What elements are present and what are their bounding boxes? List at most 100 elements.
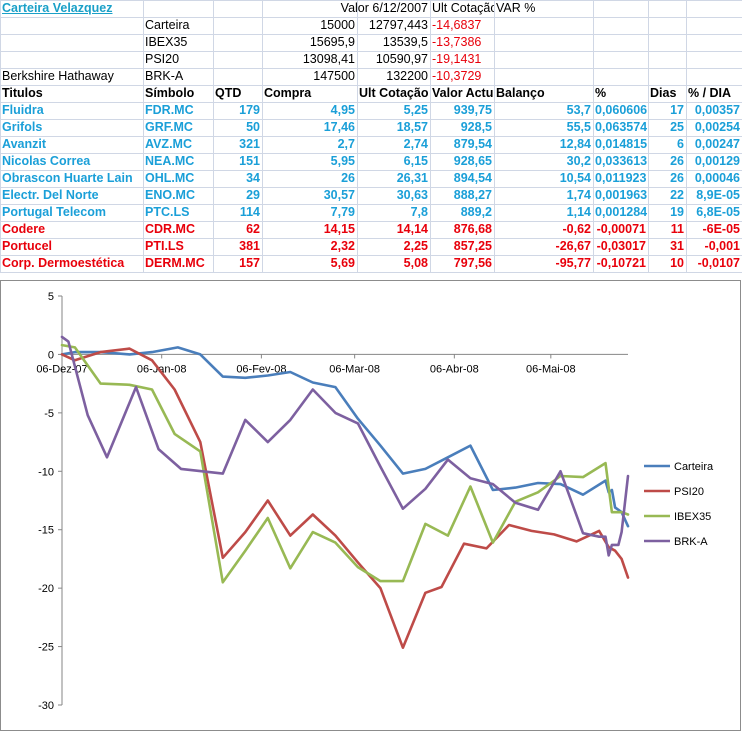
grid-line xyxy=(0,85,742,86)
stock-dias: 10 xyxy=(670,256,684,270)
stock-valor: 939,75 xyxy=(453,103,492,117)
series-line-brk-a xyxy=(60,335,630,557)
stock-compra: 2,32 xyxy=(330,239,355,253)
stock-symbol: PTI.LS xyxy=(145,239,184,253)
stock-dias: 26 xyxy=(670,154,684,168)
stock-pct-dia: 0,00129 xyxy=(694,154,740,168)
y-tick-label: -20 xyxy=(38,583,54,595)
stock-qtd: 157 xyxy=(239,256,260,270)
stock-valor: 879,54 xyxy=(453,137,492,151)
x-tick-label: 06-Mai-08 xyxy=(526,363,576,375)
stock-balanco: 1,74 xyxy=(566,188,591,202)
legend-label: PSI20 xyxy=(674,486,704,498)
portfolio-title-link[interactable]: Carteira Velazquez xyxy=(2,1,113,15)
stock-valor: 894,54 xyxy=(453,171,492,185)
grid-line xyxy=(0,153,742,154)
x-tick-label: 06-Fev-08 xyxy=(236,363,286,375)
column-header: Compra xyxy=(264,86,312,100)
x-tick-label: 06-Jan-08 xyxy=(137,363,187,375)
index-valor: 13098,41 xyxy=(302,52,355,66)
stock-symbol: GRF.MC xyxy=(145,120,193,134)
grid-line xyxy=(686,0,687,272)
stock-symbol: DERM.MC xyxy=(145,256,205,270)
y-tick-label: 0 xyxy=(48,349,54,361)
stock-pct: 0,014815 xyxy=(595,137,648,151)
stock-ult: 18,57 xyxy=(396,120,428,134)
stock-compra: 30,57 xyxy=(323,188,355,202)
stock-compra: 14,15 xyxy=(323,222,355,236)
stock-symbol: AVZ.MC xyxy=(145,137,192,151)
series-line-psi20 xyxy=(60,347,630,650)
stock-balanco: 12,84 xyxy=(559,137,591,151)
column-header: Valor Actu xyxy=(432,86,494,100)
grid-line xyxy=(0,187,742,188)
stock-qtd: 50 xyxy=(246,120,260,134)
stock-dias: 17 xyxy=(670,103,684,117)
grid-line xyxy=(0,51,742,52)
stock-name: Electr. Del Norte xyxy=(2,188,99,202)
stock-qtd: 179 xyxy=(239,103,260,117)
stock-symbol: NEA.MC xyxy=(145,154,195,168)
stock-ult: 14,14 xyxy=(396,222,428,236)
index-valor: 15695,9 xyxy=(309,35,355,49)
legend-label: Carteira xyxy=(674,461,714,473)
stock-name: Portugal Telecom xyxy=(2,205,106,219)
stock-valor: 928,65 xyxy=(453,154,492,168)
stock-pct: 0,060606 xyxy=(595,103,648,117)
stock-dias: 26 xyxy=(670,171,684,185)
stock-pct-dia: 8,9E-05 xyxy=(696,188,740,202)
column-header: % / DIA xyxy=(688,86,732,100)
stock-qtd: 29 xyxy=(246,188,260,202)
stock-ult: 26,31 xyxy=(396,171,428,185)
stock-name: Obrascon Huarte Lain xyxy=(2,171,133,185)
stock-balanco: 30,2 xyxy=(566,154,591,168)
grid-line xyxy=(0,221,742,222)
stock-name: Corp. Dermoestética xyxy=(2,256,125,270)
index-var: -19,1431 xyxy=(432,52,482,66)
grid-line xyxy=(357,0,358,272)
index-name: Berkshire Hathaway xyxy=(2,69,114,83)
stock-pct: -0,10721 xyxy=(596,256,646,270)
y-tick-label: -30 xyxy=(38,700,54,712)
column-header: % xyxy=(595,86,607,100)
column-header: Dias xyxy=(650,86,677,100)
stock-ult: 5,08 xyxy=(403,256,428,270)
stock-qtd: 62 xyxy=(246,222,260,236)
stock-compra: 5,95 xyxy=(330,154,355,168)
stock-name: Avanzit xyxy=(2,137,46,151)
grid-line xyxy=(0,204,742,205)
stock-pct-dia: 0,00247 xyxy=(694,137,740,151)
grid-line xyxy=(0,17,742,18)
chart-svg: 5 0 -5 -10 -15 -20 -25 -30 06-Dez-07 06-Jan-08 06-… xyxy=(36,291,714,712)
grid-line xyxy=(0,170,742,171)
stock-pct-dia: 6,8E-05 xyxy=(696,205,740,219)
stock-pct: 0,001284 xyxy=(595,205,648,219)
stock-valor: 888,27 xyxy=(453,188,492,202)
stock-name: Nicolas Correa xyxy=(2,154,91,168)
stock-qtd: 381 xyxy=(239,239,260,253)
index-ult: 12797,443 xyxy=(368,18,428,32)
y-tick-label: -15 xyxy=(38,525,54,537)
grid-line xyxy=(262,0,263,272)
stock-valor: 797,56 xyxy=(453,256,492,270)
stock-balanco: 1,14 xyxy=(566,205,591,219)
index-label: BRK-A xyxy=(145,69,184,83)
stock-pct: -0,00071 xyxy=(596,222,646,236)
stock-dias: 31 xyxy=(670,239,684,253)
grid-line xyxy=(0,68,742,69)
grid-line xyxy=(0,238,742,239)
stock-name: Portucel xyxy=(2,239,53,253)
column-header: QTD xyxy=(215,86,242,100)
grid-line xyxy=(494,0,495,272)
grid-line xyxy=(0,272,742,273)
stock-compra: 2,7 xyxy=(337,137,355,151)
index-var: -10,3729 xyxy=(432,69,482,83)
grid-line xyxy=(0,0,1,272)
stock-pct-dia: 0,00357 xyxy=(694,103,740,117)
x-tick-label: 06-Dez-07 xyxy=(36,363,87,375)
performance-chart[interactable]: 5 0 -5 -10 -15 -20 -25 -30 06-Dez-07 06-Jan-08 06-… xyxy=(0,280,742,732)
stock-valor: 928,5 xyxy=(460,120,492,134)
stock-qtd: 151 xyxy=(239,154,260,168)
stock-symbol: ENO.MC xyxy=(145,188,195,202)
grid-line xyxy=(430,0,431,272)
